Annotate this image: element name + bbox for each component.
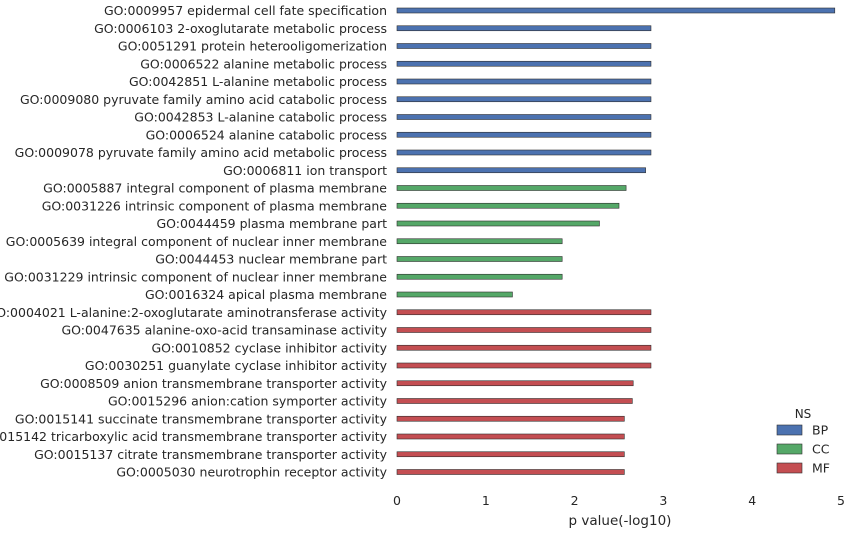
bar [396, 469, 625, 475]
bar [396, 256, 563, 262]
category-label: GO:0005030 neurotrophin receptor activit… [116, 465, 387, 480]
category-label: GO:0051291 protein heterooligomerization [118, 39, 387, 54]
bar [396, 291, 513, 298]
bar [396, 167, 646, 174]
x-tick-label: 3 [659, 493, 667, 508]
bar [396, 185, 627, 191]
bar [396, 7, 836, 14]
bar [396, 96, 652, 103]
category-label: GO:0047635 alanine-oxo-acid transaminase… [61, 323, 387, 338]
category-label: GO:0009078 pyruvate family amino acid me… [15, 145, 387, 160]
legend-swatch [776, 424, 803, 436]
category-label: GO:0044453 nuclear membrane part [155, 252, 387, 267]
category-label: GO:0015296 anion:cation symporter activi… [108, 394, 388, 409]
category-label: GO:0031229 intrinsic component of nuclea… [4, 269, 387, 284]
category-label: GO:0009080 pyruvate family amino acid ca… [20, 92, 387, 107]
category-label: GO:0042851 L-alanine metabolic process [129, 74, 387, 89]
legend-title: NS [795, 407, 812, 421]
bar [396, 327, 652, 333]
bar [396, 25, 652, 32]
bar [396, 415, 625, 422]
bar [396, 362, 652, 369]
category-label: GO:0006524 alanine catabolic process [146, 127, 387, 142]
legend-swatch [776, 443, 803, 455]
bar [396, 273, 563, 280]
bar [396, 60, 652, 67]
category-label: GO:0042853 L-alanine catabolic process [134, 110, 387, 125]
legend-swatch [776, 462, 803, 474]
category-label: GO:0030251 guanylate cyclase inhibitor a… [85, 358, 388, 373]
category-label: GO:0010852 cyclase inhibitor activity [151, 340, 387, 355]
x-tick-label: 4 [748, 493, 756, 508]
category-labels: GO:0009957 epidermal cell fate specifica… [0, 3, 388, 480]
bar [396, 131, 652, 138]
category-label: GO:0009957 epidermal cell fate specifica… [104, 3, 387, 18]
bar [396, 380, 634, 387]
legend-label: MF [812, 461, 830, 476]
bar [396, 202, 620, 209]
category-label: GO:0005639 integral component of nuclear… [6, 234, 388, 249]
category-label: GO:0015137 citrate transmembrane transpo… [34, 447, 388, 462]
bar [396, 309, 652, 316]
category-label: GO:0006811 ion transport [223, 163, 387, 178]
bar [396, 78, 652, 85]
category-label: GO:0008509 anion transmembrane transport… [40, 376, 387, 391]
category-label: GO:0015141 succinate transmembrane trans… [15, 411, 388, 426]
bar [396, 149, 652, 156]
x-tick-label: 0 [393, 493, 401, 508]
bar [396, 451, 625, 458]
category-label: GO:0006103 2-oxoglutarate metabolic proc… [94, 21, 387, 36]
legend: NS BP CC MF [776, 407, 830, 476]
bar [396, 114, 652, 120]
category-label: GO:0031226 intrinsic component of plasma… [42, 198, 388, 213]
legend-label: CC [812, 442, 830, 457]
x-axis-title: p value(-log10) [569, 513, 672, 529]
bar [396, 344, 652, 351]
category-label: GO:0005887 integral component of plasma … [43, 181, 387, 196]
x-tick-label: 2 [571, 493, 579, 508]
category-label: GO:0004021 L-alanine:2-oxoglutarate amin… [0, 305, 388, 320]
category-label: GO:0044459 plasma membrane part [156, 216, 387, 231]
bar [396, 398, 633, 404]
bar [396, 433, 625, 440]
bars-layer [396, 7, 836, 475]
bar [396, 238, 563, 245]
category-label: GO:0006522 alanine metabolic process [140, 56, 387, 71]
x-axis: 0 1 2 3 4 5 [393, 493, 845, 508]
x-tick-label: 5 [837, 493, 845, 508]
x-tick-label: 1 [482, 493, 490, 508]
category-label: GO:0015142 tricarboxylic acid transmembr… [0, 429, 388, 444]
legend-entries: BP CC MF [776, 423, 830, 476]
bar [396, 43, 652, 49]
category-label: GO:0016324 apical plasma membrane [145, 287, 387, 302]
bar [396, 220, 600, 227]
legend-label: BP [812, 423, 829, 438]
